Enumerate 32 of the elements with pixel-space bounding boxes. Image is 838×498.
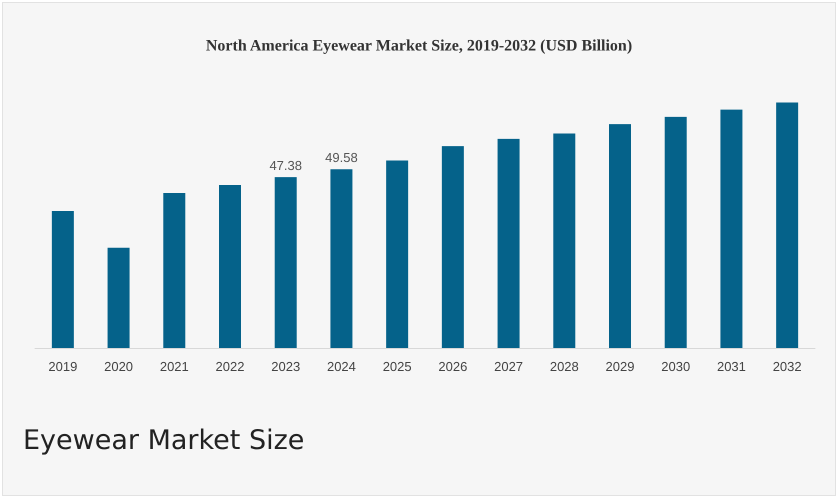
x-tick-label: 2024 [326, 359, 356, 374]
bar [776, 102, 798, 348]
bar [52, 210, 74, 348]
bar [274, 177, 297, 348]
data-label: 47.38 [269, 158, 302, 174]
data-label: 49.58 [325, 150, 358, 166]
x-tick-label: 2026 [438, 359, 468, 374]
bar [553, 133, 576, 348]
x-tick-label: 2019 [48, 359, 78, 374]
bar [442, 146, 464, 348]
x-tick-label: 2030 [661, 359, 690, 374]
bar [720, 110, 742, 348]
text: Eyewear Market Size [23, 425, 304, 456]
x-tick-label: 2028 [550, 359, 579, 374]
bar [219, 185, 241, 348]
bar [163, 192, 186, 348]
x-tick-label: 2022 [216, 359, 244, 374]
x-tick-label: 2025 [382, 359, 412, 374]
x-tick-label: 2032 [772, 359, 802, 374]
x-tick-label: 2020 [104, 359, 134, 374]
x-tick-label: 2021 [160, 359, 189, 374]
bar [330, 169, 352, 348]
chart-title: North America Eyewear Market Size, 2019-2032 (USD Billion) [206, 38, 632, 54]
bar [108, 248, 130, 348]
bar [609, 124, 631, 348]
bar [498, 138, 520, 348]
bar [386, 160, 408, 348]
bar [664, 116, 687, 348]
x-tick-label: 2031 [716, 359, 746, 374]
x-tick-label: 2027 [494, 359, 524, 374]
x-tick-label: 2023 [271, 359, 300, 374]
x-tick-label: 2029 [606, 359, 634, 374]
